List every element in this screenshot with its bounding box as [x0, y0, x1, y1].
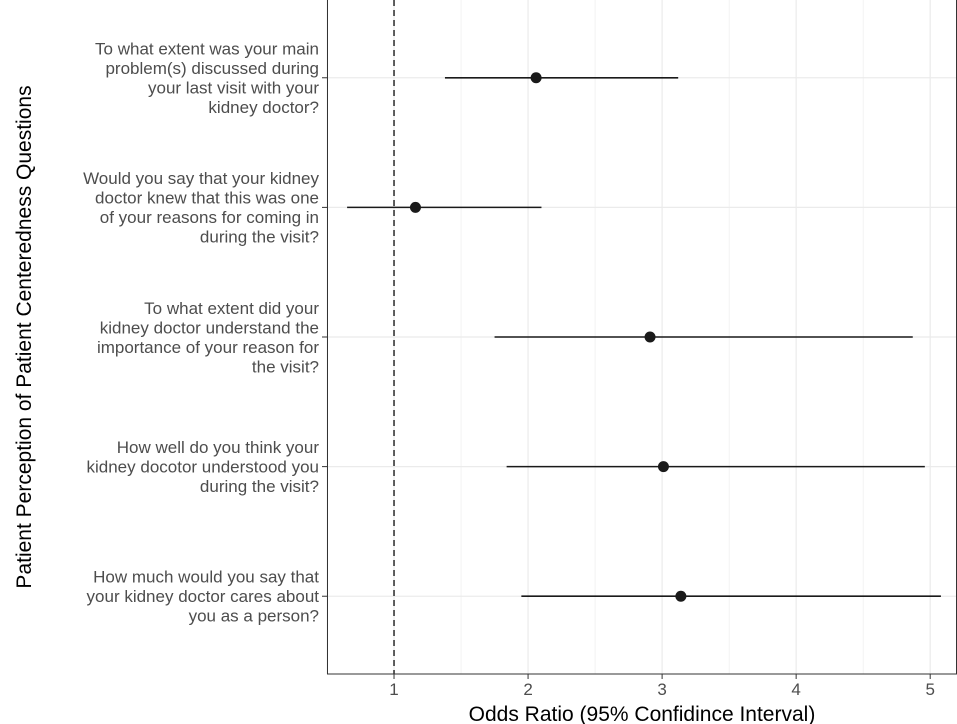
x-axis-title: Odds Ratio (95% Confidince Interval) — [469, 703, 816, 724]
point-estimate — [530, 72, 542, 84]
x-tick-label: 2 — [523, 680, 532, 699]
x-tick-label: 1 — [389, 680, 398, 699]
y-category-label-line: How well do you think your — [117, 438, 320, 457]
y-category-label-line: kidney doctor understand the — [100, 318, 319, 337]
x-tick-label: 5 — [925, 680, 934, 699]
point-estimates — [409, 72, 687, 602]
y-category-label-line: kidney docotor understood you — [87, 458, 320, 477]
y-category-label-line: doctor knew that this was one — [95, 189, 319, 208]
y-category-label-line: problem(s) discussed during — [105, 59, 319, 78]
point-estimate — [644, 331, 656, 343]
y-axis-title: Patient Perception of Patient Centeredne… — [13, 85, 36, 588]
y-category-label-line: To what extent was your main — [95, 40, 319, 59]
y-category-label-line: of your reasons for coming in — [100, 208, 319, 227]
x-axis-ticks: 1 2 3 4 5 — [389, 674, 935, 699]
confidence-intervals — [347, 76, 941, 598]
y-axis-ticks: To what extent was your main problem(s) d… — [83, 40, 327, 626]
point-estimate — [657, 461, 669, 473]
y-category-label: How well do you think your kidney docotor… — [87, 438, 320, 496]
y-category-label-line: you as a person? — [189, 607, 319, 626]
y-category-label-line: Would you say that your kidney — [83, 169, 319, 188]
x-tick-label: 4 — [791, 680, 800, 699]
y-category-label-line: your last visit with your — [148, 79, 319, 98]
x-tick-label: 3 — [657, 680, 666, 699]
y-category-label-line: kidney doctor? — [208, 98, 319, 117]
y-category-label-line: the visit? — [252, 357, 319, 376]
y-category-label-line: How much would you say that — [93, 568, 319, 587]
y-category-label: How much would you say that your kidney d… — [87, 568, 320, 626]
y-category-label-line: during the visit? — [200, 228, 319, 247]
y-category-label: Would you say that your kidney doctor kne… — [83, 169, 319, 247]
y-category-label: To what extent was your main problem(s) d… — [95, 40, 319, 118]
point-estimate — [675, 590, 687, 602]
y-category-label-line: during the visit? — [200, 477, 319, 496]
y-category-label-line: To what extent did your — [144, 299, 319, 318]
y-category-label-line: importance of your reason for — [97, 338, 319, 357]
y-category-label: To what extent did your kidney doctor und… — [97, 299, 319, 377]
y-category-label-line: your kidney doctor cares about — [87, 587, 320, 606]
point-estimate — [409, 201, 421, 213]
